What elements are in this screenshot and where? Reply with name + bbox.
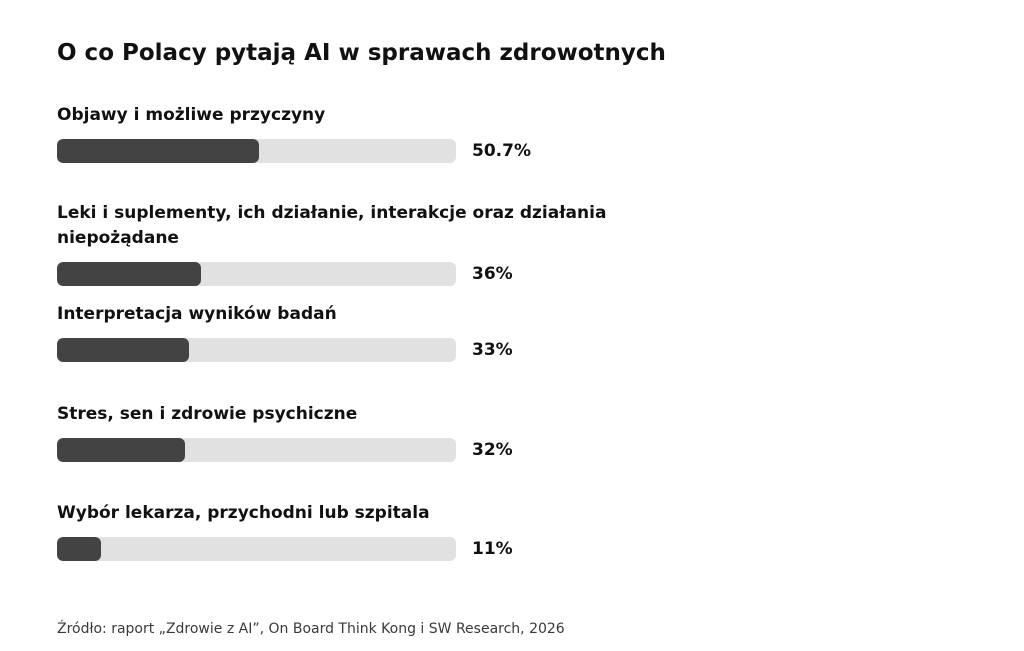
category-label-text: Leki i suplementy, ich działanie, intera… <box>57 203 607 248</box>
value-label-1: 50.7% <box>472 141 531 161</box>
bar-5 <box>57 537 101 561</box>
bar-1 <box>57 139 260 163</box>
bar-track-5 <box>57 537 456 561</box>
category-label-text: Objawy i możliwe przyczyny <box>57 105 326 125</box>
bar-track-1 <box>57 139 456 163</box>
bar-track-4 <box>57 438 456 462</box>
category-label-1: Objawy i możliwe przyczyny <box>57 0 657 128</box>
category-label-5: Wybór lekarza, przychodni lub szpitala <box>57 0 657 526</box>
value-label-3: 33% <box>472 340 513 360</box>
bar-4 <box>57 438 185 462</box>
category-label-text: Interpretacja wyników badań <box>57 304 337 324</box>
bar-2 <box>57 262 201 286</box>
category-label-2: Leki i suplementy, ich działanie, intera… <box>57 0 657 251</box>
bar-track-3 <box>57 338 456 362</box>
bar-3 <box>57 338 189 362</box>
value-label-2: 36% <box>472 264 513 284</box>
category-label-text: Stres, sen i zdrowie psychiczne <box>57 404 358 424</box>
value-label-5: 11% <box>472 539 513 559</box>
value-label-4: 32% <box>472 440 513 460</box>
category-label-text: Wybór lekarza, przychodni lub szpitala <box>57 503 430 523</box>
chart-source: Źródło: raport „Zdrowie z AI”, On Board … <box>57 621 565 637</box>
category-label-3: Interpretacja wyników badań <box>57 0 657 327</box>
bar-track-2 <box>57 262 456 286</box>
category-label-4: Stres, sen i zdrowie psychiczne <box>57 0 657 427</box>
chart-title: O co Polacy pytają AI w sprawach zdrowot… <box>57 40 666 66</box>
